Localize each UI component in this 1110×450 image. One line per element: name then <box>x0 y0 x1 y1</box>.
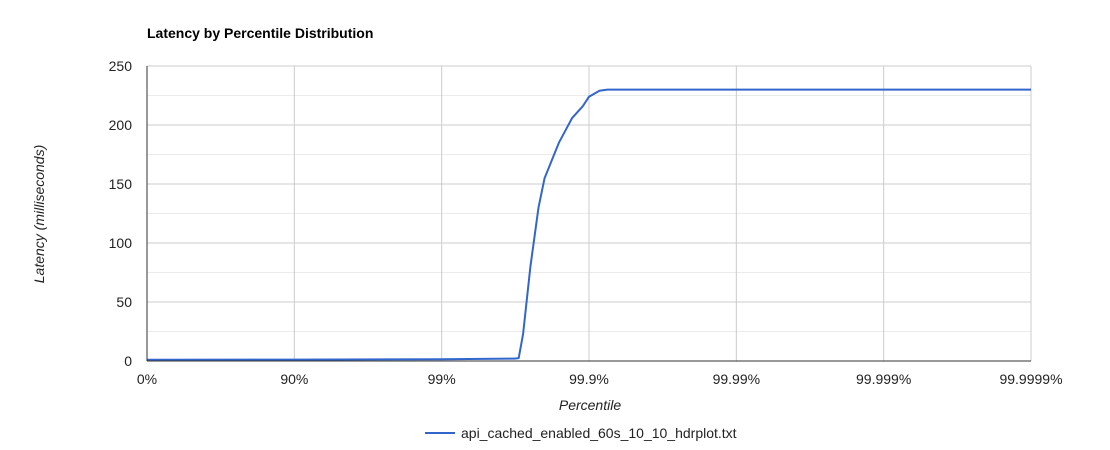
x-axis-title: Percentile <box>559 397 621 413</box>
series-layer <box>146 88 1031 361</box>
x-tick-label: 90% <box>280 371 308 387</box>
y-tick-label: 100 <box>109 235 133 251</box>
x-tick-label: 99% <box>428 371 456 387</box>
x-tick-label: 99.9999% <box>999 371 1062 387</box>
x-tick-label: 0% <box>137 371 157 387</box>
y-tick-label: 150 <box>109 176 133 192</box>
series-line <box>146 88 1031 361</box>
y-tick-label: 50 <box>116 294 132 310</box>
grid <box>147 65 1032 361</box>
x-tick-label: 99.9% <box>569 371 609 387</box>
chart-title: Latency by Percentile Distribution <box>147 25 373 41</box>
axes: 0 50 100 150 200 250 0% 90% 99% 99.9% 99.99% 99.999… <box>109 58 1063 387</box>
legend: api_cached_enabled_60s_10_10_hdrplot.txt <box>425 425 737 441</box>
legend-label: api_cached_enabled_60s_10_10_hdrplot.txt <box>461 425 737 441</box>
y-tick-label: 0 <box>124 353 132 369</box>
y-tick-label: 250 <box>109 58 133 74</box>
y-axis-title: Latency (milliseconds) <box>31 145 47 284</box>
y-tick-label: 200 <box>109 117 133 133</box>
x-tick-label: 99.999% <box>856 371 911 387</box>
x-tick-label: 99.99% <box>713 371 760 387</box>
